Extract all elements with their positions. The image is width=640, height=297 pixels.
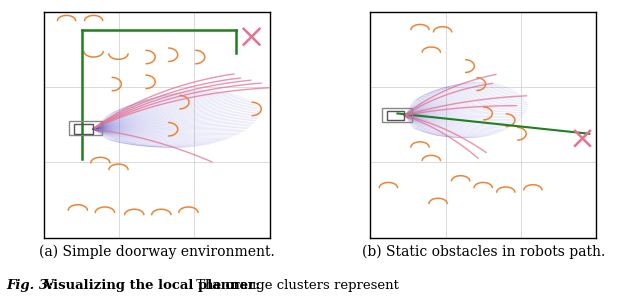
Text: Visualizing the local planner:: Visualizing the local planner: [44, 279, 260, 292]
Bar [382, 108, 412, 121]
Text: (b) Static obstacles in robots path.: (b) Static obstacles in robots path. [362, 245, 605, 259]
Text: The orange clusters represent: The orange clusters represent [192, 279, 399, 292]
Text: (a) Simple doorway environment.: (a) Simple doorway environment. [39, 245, 275, 259]
Text: Fig. 3:: Fig. 3: [6, 279, 58, 292]
Bar [74, 124, 93, 134]
Bar [69, 121, 102, 135]
Bar [387, 111, 404, 121]
